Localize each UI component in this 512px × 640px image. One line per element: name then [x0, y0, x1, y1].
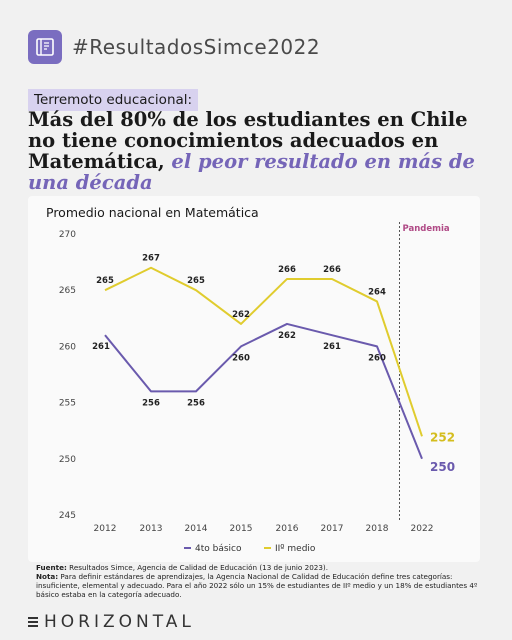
brand-bars-icon: [28, 615, 38, 629]
data-label: 264: [368, 287, 386, 297]
y-tick-label: 245: [59, 511, 76, 521]
legend-label: 4to básico: [195, 544, 242, 554]
data-label: 250: [430, 460, 455, 474]
headline-accent: el peor resultado en más de una década: [28, 150, 475, 194]
x-tick-label: 2016: [276, 524, 299, 534]
x-tick-label: 2017: [321, 524, 344, 534]
legend-label: IIº medio: [275, 544, 316, 554]
data-label: 261: [323, 342, 341, 352]
data-label: 265: [187, 276, 205, 286]
footer-notes: Fuente: Resultados Simce, Agencia de Cal…: [36, 563, 484, 599]
y-tick-label: 255: [59, 399, 76, 409]
data-label: 266: [323, 265, 341, 275]
note-text: Para definir estándares de aprendizajes,…: [36, 572, 478, 599]
data-label: 252: [430, 430, 455, 444]
pandemic-label: Pandemia: [403, 224, 450, 234]
series-line: [104, 266, 423, 437]
chart-card: [28, 196, 480, 562]
data-label: 261: [92, 342, 110, 352]
headline-main: Más del 80% de los estudiantes en Chile …: [28, 108, 468, 173]
hashtag-title: #ResultadosSimce2022: [72, 35, 321, 59]
y-tick-label: 260: [59, 342, 76, 352]
data-label: 266: [278, 265, 296, 275]
y-tick-label: 270: [59, 230, 76, 240]
open-book-icon: [28, 30, 62, 64]
x-tick-label: 2018: [366, 524, 389, 534]
x-tick-label: 2012: [94, 524, 117, 534]
data-label: 262: [278, 331, 296, 341]
source-line: Fuente: Resultados Simce, Agencia de Cal…: [36, 563, 484, 572]
data-label: 262: [232, 310, 250, 320]
brand-name: HORIZONTAL: [44, 612, 195, 632]
note-line: Nota: Para definir estándares de aprendi…: [36, 572, 484, 599]
header: #ResultadosSimce2022: [28, 30, 320, 64]
chart-title: Promedio nacional en Matemática: [46, 205, 259, 220]
data-label: 260: [368, 353, 386, 363]
y-tick-label: 250: [59, 455, 76, 465]
x-tick-label: 2013: [140, 524, 163, 534]
x-tick-label: 2015: [230, 524, 253, 534]
data-label: 267: [142, 254, 160, 264]
source-label: Fuente:: [36, 563, 67, 572]
data-label: 256: [187, 398, 205, 408]
x-tick-label: 2014: [185, 524, 208, 534]
brand-logo: HORIZONTAL: [28, 612, 195, 632]
source-text: Resultados Simce, Agencia de Calidad de …: [69, 563, 328, 572]
y-tick-label: 265: [59, 286, 76, 296]
headline: Más del 80% de los estudiantes en Chile …: [28, 109, 488, 193]
data-label: 260: [232, 353, 250, 363]
series-line: [104, 322, 423, 460]
x-tick-label: 2022: [411, 524, 434, 534]
note-label: Nota:: [36, 572, 59, 581]
data-label: 256: [142, 398, 160, 408]
data-label: 265: [96, 276, 114, 286]
tag-label: Terremoto educacional:: [28, 89, 199, 111]
